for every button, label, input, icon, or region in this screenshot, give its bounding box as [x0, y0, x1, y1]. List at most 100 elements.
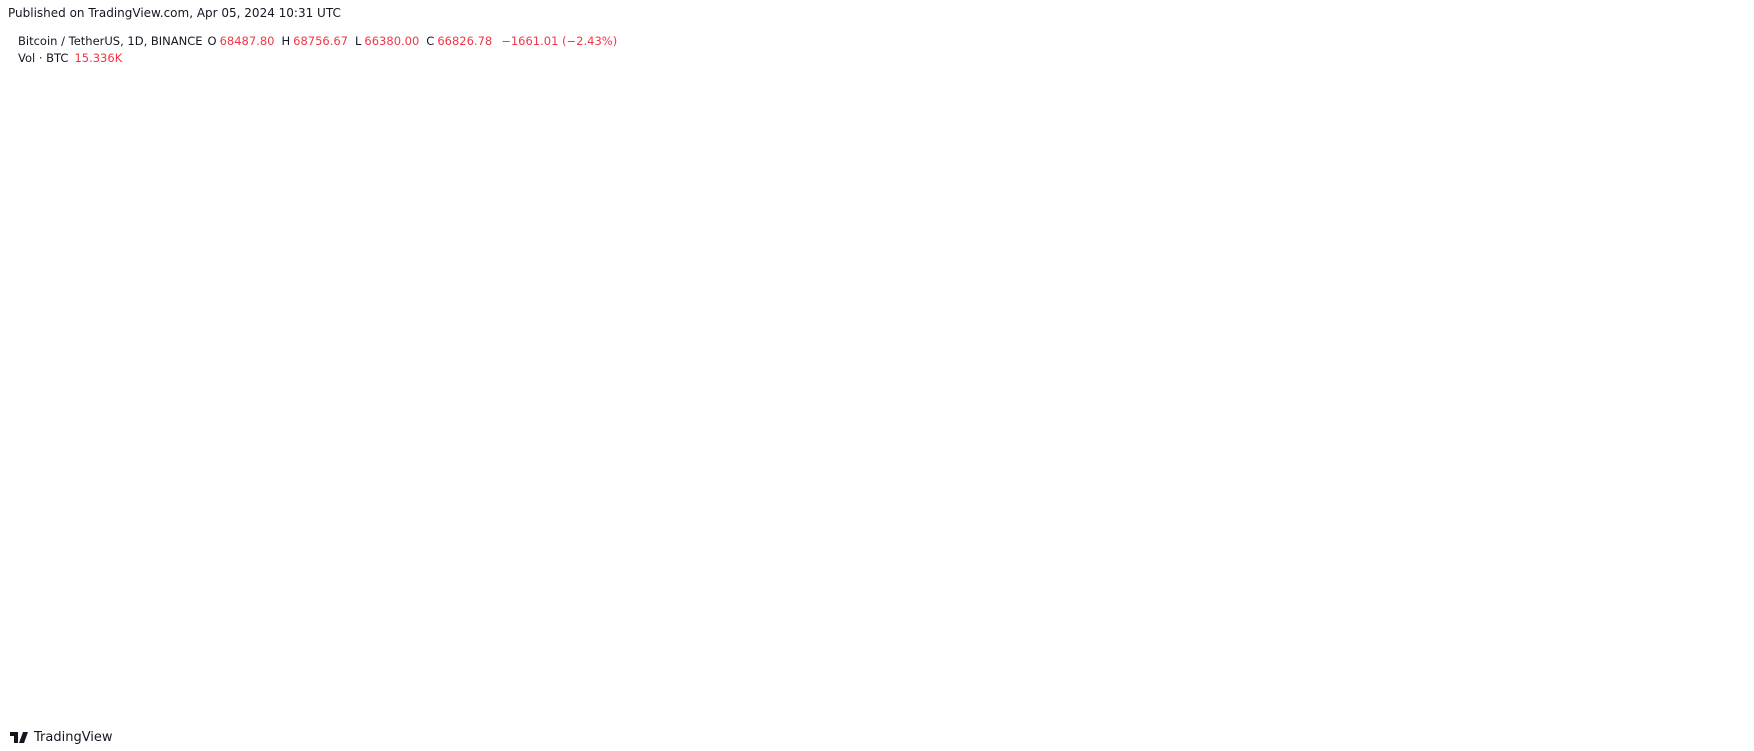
x-tick-label: 15: [1122, 704, 1137, 718]
volume-bar: [244, 677, 249, 693]
candle-body: [703, 525, 708, 527]
volume-bar: [757, 642, 762, 693]
volume-bar: [1162, 677, 1168, 693]
candle-body: [1353, 344, 1359, 348]
candle-body: [1216, 433, 1221, 438]
candle-body: [1485, 120, 1490, 142]
candle-body: [1186, 469, 1192, 472]
volume-bar: [745, 672, 750, 693]
candle-body: [1449, 152, 1454, 155]
volume-bar: [1186, 642, 1192, 693]
volume-bar: [900, 655, 905, 693]
candle-body: [1502, 153, 1508, 163]
volume-bar: [333, 665, 339, 693]
candle-body: [984, 425, 989, 428]
volume-bar: [1562, 636, 1567, 693]
volume-bar: [918, 610, 923, 693]
volume-bar: [560, 667, 565, 693]
candle-body: [781, 508, 786, 510]
volume-bar: [793, 655, 798, 693]
candle-body: [960, 440, 965, 456]
candle-body: [1085, 392, 1090, 427]
volume-bar: [238, 665, 243, 693]
candle-body: [119, 589, 124, 591]
candle-body: [143, 591, 148, 593]
candle-body: [459, 623, 464, 625]
candle-body: [840, 494, 846, 502]
volume-bar: [1580, 670, 1585, 693]
volume-bar: [274, 670, 279, 693]
candle-body: [1294, 359, 1299, 378]
candle-body: [262, 621, 267, 627]
candle-body: [369, 627, 374, 629]
candle-body: [1592, 139, 1597, 187]
price-badge-label: 66826.78: [1684, 165, 1747, 179]
ohlc-value: 68756.67: [293, 34, 348, 48]
candle-body: [1288, 377, 1293, 384]
volume-bar: [739, 661, 744, 693]
volume-bar: [978, 661, 983, 693]
volume-bar: [375, 652, 380, 693]
candle-body: [518, 606, 524, 611]
volume-bar: [23, 636, 28, 693]
candle-body: [1580, 121, 1585, 140]
volume-bar: [1264, 648, 1269, 693]
volume-bar: [429, 652, 434, 693]
candle-body: [1031, 446, 1036, 448]
volume-bar: [566, 665, 571, 693]
volume-bar: [1556, 629, 1561, 693]
volume-bar: [805, 644, 810, 693]
candle-body: [357, 623, 362, 628]
volume-bar: [131, 633, 136, 693]
candle-body: [1103, 396, 1108, 400]
candle-body: [1025, 441, 1030, 448]
candle-body: [512, 606, 518, 611]
candle-body: [1413, 212, 1418, 226]
candle-body: [1526, 185, 1531, 205]
candle-body: [435, 614, 440, 621]
volume-bar: [29, 667, 34, 693]
volume-bar: [369, 676, 374, 693]
candle-body: [1180, 469, 1186, 473]
volume-bar: [262, 657, 267, 693]
candle-body: [363, 627, 368, 629]
volume-bar: [143, 665, 148, 693]
candle-body: [930, 438, 935, 455]
candle-body: [1532, 202, 1537, 205]
candle-body: [721, 519, 726, 522]
candle-body: [614, 582, 619, 586]
volume-bar: [1532, 647, 1537, 693]
volume-bar: [125, 657, 130, 693]
y-tick-label: 76000.00: [1688, 61, 1745, 75]
volume-bar: [1174, 619, 1180, 693]
candle-body: [1538, 166, 1543, 203]
candle-body: [339, 628, 345, 630]
candle-body: [858, 485, 863, 496]
volume-bar: [1574, 668, 1579, 693]
published-note: Published on TradingView.com, Apr 05, 20…: [8, 6, 341, 20]
candle-body: [626, 547, 631, 583]
candle-body: [1377, 308, 1382, 340]
volume-bar: [381, 644, 386, 693]
volume-bar: [1425, 526, 1430, 693]
volume-bar: [286, 681, 291, 693]
volume-bar: [536, 681, 541, 693]
candle-body: [673, 530, 679, 532]
volume-bar: [554, 639, 559, 693]
volume-bar: [137, 651, 142, 693]
volume-bar: [208, 665, 213, 693]
volume-bar: [1502, 579, 1508, 693]
volume-bar: [387, 655, 392, 693]
volume-bar: [1592, 576, 1597, 693]
candle-body: [1300, 359, 1305, 363]
candle-body: [160, 592, 166, 594]
volume-bar: [685, 655, 691, 693]
volume-bar: [811, 660, 816, 693]
volume-bar: [673, 662, 679, 693]
volume-bar: [59, 657, 64, 693]
candle-body: [292, 625, 297, 627]
volume-bar: [966, 655, 971, 693]
candle-body: [1306, 338, 1311, 363]
candle-body: [506, 609, 512, 611]
volume-bar: [721, 660, 726, 693]
